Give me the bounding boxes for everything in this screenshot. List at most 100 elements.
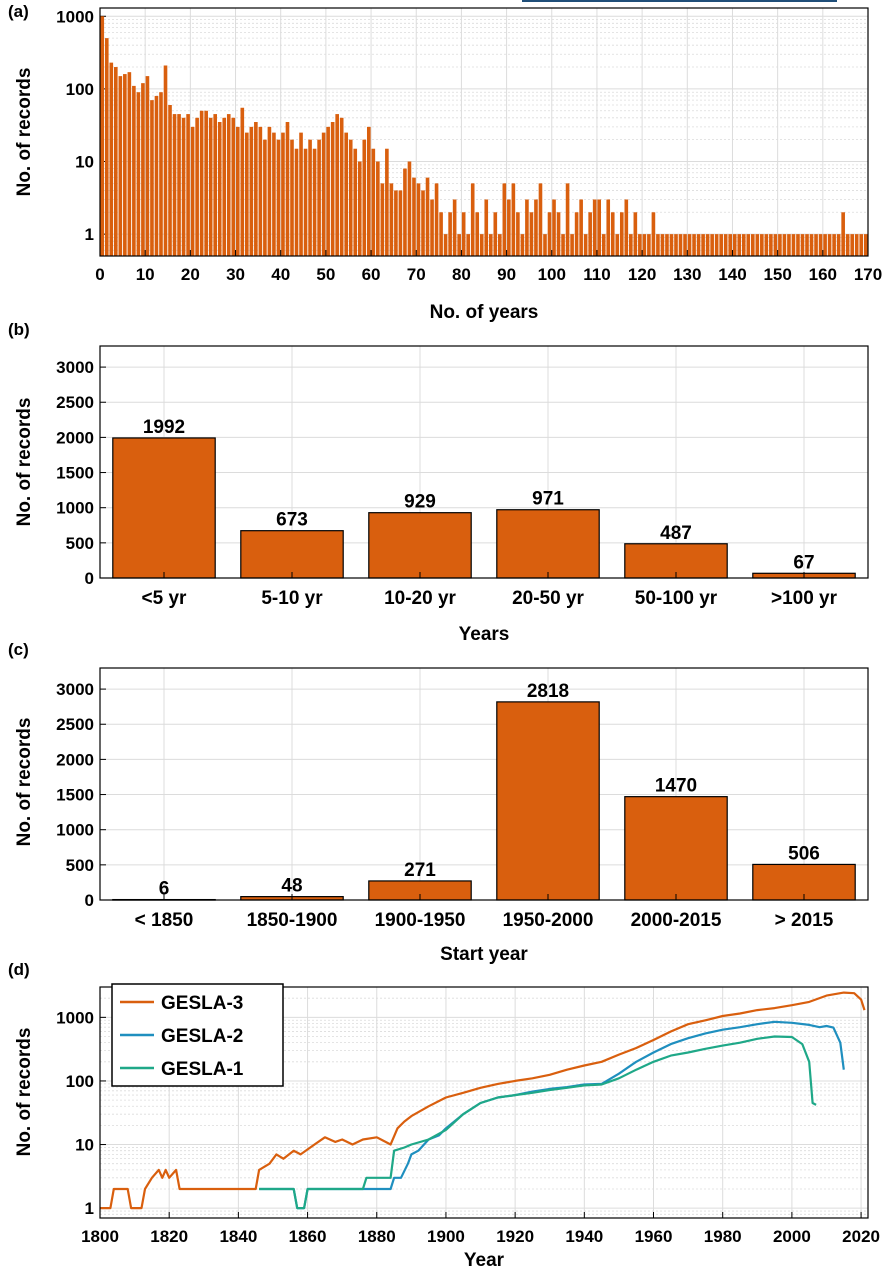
panel-d-xtick-label: 1900 <box>427 1227 465 1246</box>
panel-c-bar <box>496 701 600 901</box>
panel-a-bar <box>348 139 353 256</box>
panel-a-bar <box>624 199 629 256</box>
panel-c-xtick-label: > 2015 <box>775 910 834 931</box>
panel-d-xtick-label: 1800 <box>81 1227 119 1246</box>
panel-a-bar <box>592 199 597 256</box>
panel-c-chart: 0 500 1000 1500 2000 2500 3000 6 < 1850 48 1850-19… <box>56 667 869 931</box>
panel-a-bar <box>543 234 547 256</box>
panel-a-bar <box>674 234 678 256</box>
panel-a-bar <box>565 183 570 256</box>
panel-b-chart: 0 500 1000 1500 2000 2500 3000 1992 <5 yr 673 5-10… <box>56 345 869 609</box>
panel-a-bar <box>610 212 615 256</box>
panel-a-bar <box>859 234 864 256</box>
panel-a-xtick-label: 60 <box>362 265 381 284</box>
panel-c-xtick-label: 1850-1900 <box>247 910 338 931</box>
panel-a-bar <box>385 148 389 256</box>
panel-a-bar <box>488 234 493 256</box>
panel-a-xtick-label: 110 <box>583 265 610 284</box>
panel-a-bar <box>818 234 823 256</box>
panel-a-bar <box>443 234 448 256</box>
panel-a-bar <box>172 114 177 256</box>
panel-a-bar <box>836 234 841 256</box>
panel-a-bar <box>190 126 195 256</box>
panel-a-bar <box>362 139 367 256</box>
panel-a-bar <box>619 212 624 256</box>
panel-a-bar <box>376 161 380 256</box>
panel-a-xtick-label: 0 <box>95 265 104 284</box>
panel-a-bar <box>863 234 868 256</box>
panel-a-bar <box>502 183 507 256</box>
panel-a-bar <box>732 234 737 256</box>
panel-a-bar <box>696 234 701 256</box>
panel-a-bar <box>335 114 339 256</box>
panel-a-bar <box>403 168 407 256</box>
panel-a-bar <box>538 183 543 256</box>
panel-a-xtick-label: 100 <box>538 265 566 284</box>
panel-a-bar <box>407 161 412 256</box>
panel-d-frame <box>99 986 869 1219</box>
panel-a-xtick-label: 140 <box>718 265 746 284</box>
panel-a-bar <box>159 92 163 256</box>
panel-a-bar <box>827 234 832 256</box>
panel-a-bar <box>231 117 236 257</box>
panel-a-bar <box>394 190 398 256</box>
panel-a-bar <box>439 212 443 256</box>
panel-a-xtick-label: 70 <box>407 265 426 284</box>
panel-a-bar <box>263 139 267 256</box>
panel-a-bar <box>552 199 556 256</box>
panel-a-bar <box>574 212 579 256</box>
panel-d-xlabel: Year <box>464 1250 505 1271</box>
panel-a-xtick-label: 10 <box>136 265 155 284</box>
panel-a-bar <box>841 212 845 256</box>
panel-a-bar <box>371 148 376 256</box>
panel-a-bar <box>398 190 403 256</box>
panel-b-xtick-label: 20-50 yr <box>512 588 584 609</box>
panel-b-bar <box>112 437 216 579</box>
panel-a-bar <box>312 148 317 256</box>
panel-a-bar <box>285 122 290 257</box>
panel-a-bar <box>217 122 222 257</box>
panel-a-bar <box>800 234 805 256</box>
panel-c-value-label: 6 <box>159 879 170 900</box>
panel-a-bar <box>461 212 466 256</box>
panel-a-bar <box>412 177 416 256</box>
panel-a-bar <box>615 234 620 256</box>
panel-a-bar <box>823 234 827 256</box>
panel-a-bar <box>705 234 710 256</box>
panel-a-bar <box>507 199 511 256</box>
panel-a-bar <box>493 212 498 256</box>
panel-c-value-label: 271 <box>404 860 436 881</box>
panel-a-xtick-label: 120 <box>628 265 656 284</box>
panel-a-bar <box>746 234 751 256</box>
panel-c-ytick-label: 1500 <box>56 786 94 805</box>
panel-b-ytick-label: 2000 <box>56 428 94 447</box>
panel-a-xtick-label: 130 <box>673 265 701 284</box>
panel-a-bar <box>114 67 118 256</box>
panel-a-xtick-label: 30 <box>226 265 245 284</box>
panel-a-bar <box>434 183 439 256</box>
panel-a-bar <box>561 234 565 256</box>
panel-a-xtick-label: 160 <box>809 265 837 284</box>
panel-a-bar <box>430 199 434 256</box>
header-underline <box>522 0 837 2</box>
panel-a-bar <box>109 62 114 257</box>
panel-b-ylabel: No. of records <box>14 398 35 527</box>
panel-b-ytick-label: 1000 <box>56 499 94 518</box>
panel-a-bar <box>597 199 602 256</box>
panel-d-xtick-label: 1960 <box>635 1227 673 1246</box>
panel-d-xtick-label: 2000 <box>773 1227 811 1246</box>
panel-a-bar <box>651 212 656 256</box>
panel-a-bar <box>240 107 245 257</box>
panel-a-bar <box>656 234 660 256</box>
panel-a-bar <box>290 139 294 256</box>
panel-a-bar <box>330 122 335 257</box>
panel-d-xtick-label: 1840 <box>219 1227 257 1246</box>
panel-a-bar <box>168 105 172 256</box>
panel-a-bar <box>104 38 109 257</box>
panel-a-bar <box>254 122 258 257</box>
panel-b-value-label: 929 <box>404 492 436 513</box>
panel-a-bar <box>850 234 854 256</box>
panel-a-bar <box>484 199 489 256</box>
panel-a-bar <box>299 132 303 256</box>
